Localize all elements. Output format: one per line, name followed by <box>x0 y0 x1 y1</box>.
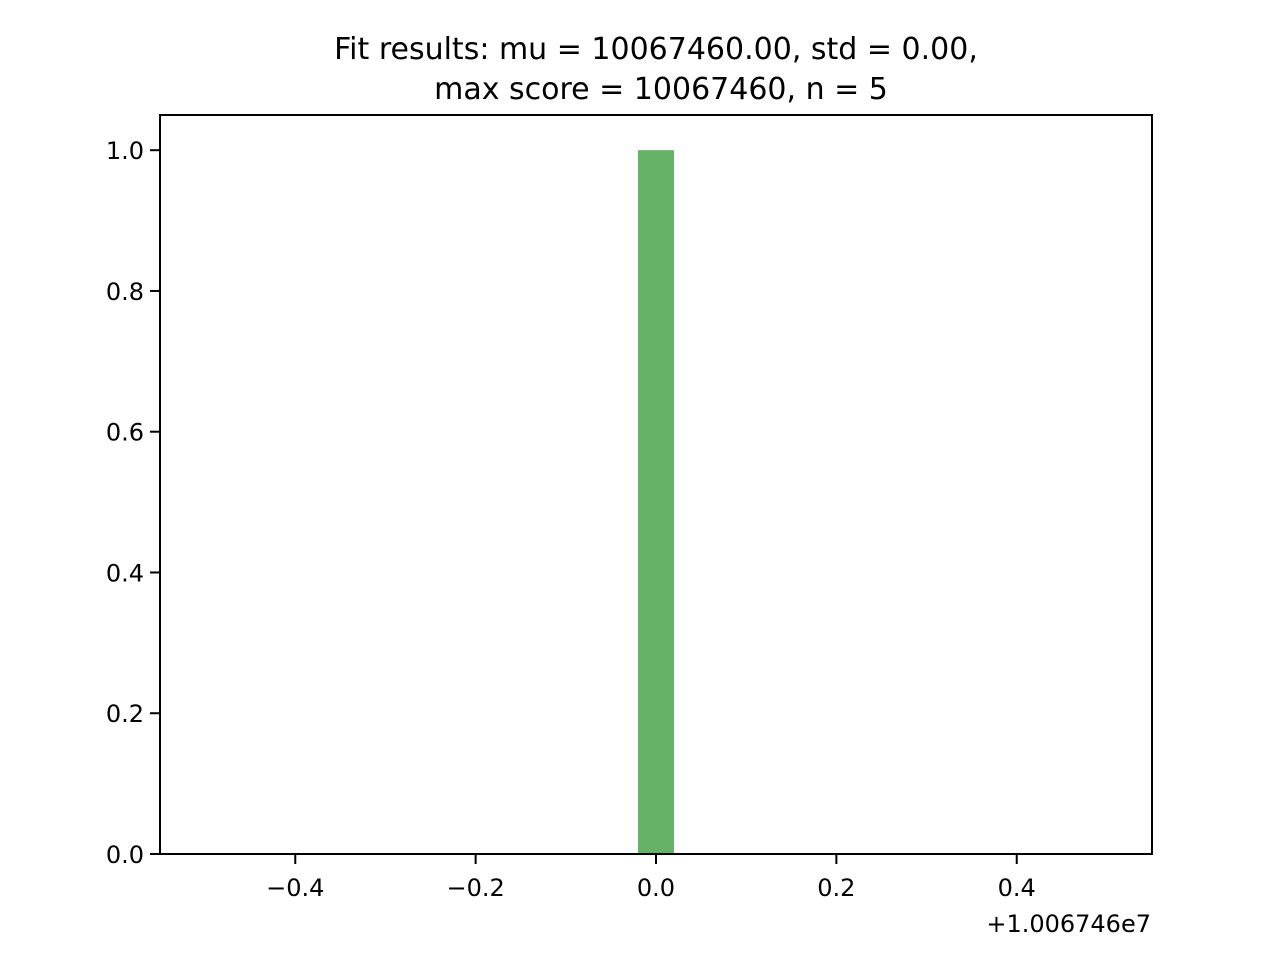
x-tick-label-1: −0.2 <box>446 874 504 902</box>
x-offset-label: +1.006746e7 <box>986 910 1151 938</box>
y-tick-label-4: 0.8 <box>106 278 144 306</box>
y-tick-label-1: 0.2 <box>106 700 144 728</box>
y-tick-label-2: 0.4 <box>106 559 144 587</box>
x-tick-label-0: −0.4 <box>266 874 324 902</box>
y-tick-label-3: 0.6 <box>106 419 144 447</box>
y-tick-label-5: 1.0 <box>106 137 144 165</box>
histogram-bar-0 <box>637 150 675 854</box>
x-tick-label-3: 0.2 <box>817 874 855 902</box>
chart-title-line-1: Fit results: mu = 10067460.00, std = 0.0… <box>334 32 978 67</box>
y-axis: 0.0 0.2 0.4 0.6 0.8 1.0 <box>106 137 160 869</box>
chart-title-line-2: max score = 10067460, n = 5 <box>434 72 888 107</box>
x-tick-label-4: 0.4 <box>998 874 1036 902</box>
y-tick-label-0: 0.0 <box>106 841 144 869</box>
bars-group <box>637 150 675 854</box>
x-axis: −0.4 −0.2 0.0 0.2 0.4 <box>266 854 1036 902</box>
x-tick-label-2: 0.0 <box>637 874 675 902</box>
